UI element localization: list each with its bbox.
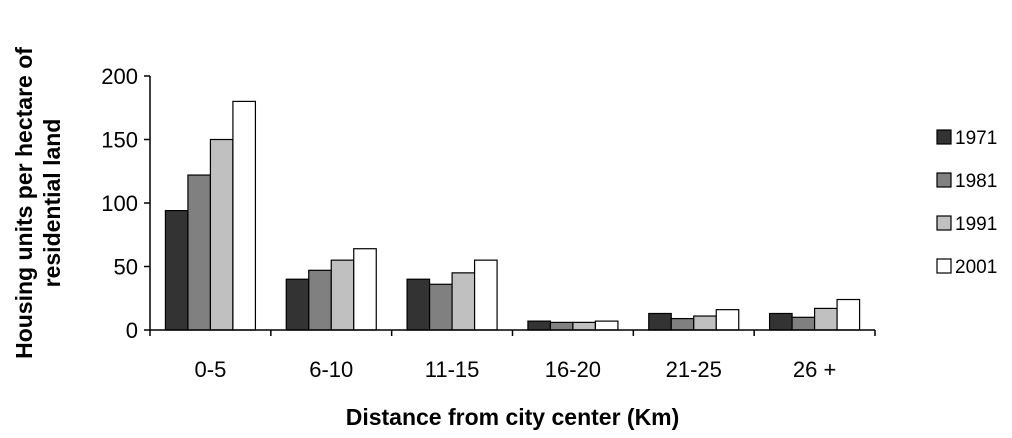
bar-1971-6-10 — [285, 278, 310, 331]
legend-swatch-1981 — [936, 172, 952, 188]
bar-1981-11-15 — [428, 283, 453, 331]
bar-1991-16-20 — [572, 321, 597, 331]
bar-1991-11-15 — [451, 272, 476, 331]
x-tick-label: 6-10 — [309, 357, 353, 382]
bar-1991-0-5 — [209, 138, 234, 331]
legend-label-2001: 2001 — [955, 257, 997, 278]
bar-2001-16-20 — [594, 320, 619, 331]
bar-2001-26+ — [836, 298, 861, 331]
bar-2001-21-25 — [715, 309, 740, 331]
bar-1991-21-25 — [693, 315, 717, 331]
bar-1991-26+ — [813, 307, 838, 331]
x-axis-ticks: 0-5 6-10 11-15 16-20 21-25 26 + — [149, 330, 876, 382]
bar-1971-11-15 — [406, 278, 431, 331]
y-tick-label: 50 — [114, 255, 138, 280]
legend-label-1981: 1981 — [955, 171, 997, 192]
x-tick-label: 0-5 — [195, 357, 227, 382]
legend-swatch-1991 — [936, 215, 952, 231]
legend-label-1971: 1971 — [955, 128, 997, 149]
bar-2001-0-5 — [232, 100, 257, 331]
legend-label-1991: 1991 — [955, 214, 997, 235]
y-axis-ticks: 0 50 100 150 200 — [101, 64, 150, 343]
y-tick-label: 0 — [126, 318, 138, 343]
legend-swatch-1971 — [936, 129, 952, 145]
bar-1971-21-25 — [648, 312, 672, 331]
x-axis-title: Distance from city center (Km) — [346, 404, 680, 430]
bar-1981-21-25 — [670, 317, 695, 331]
x-tick-label: 16-20 — [545, 357, 601, 382]
y-axis-title-line-2: residential land — [39, 119, 65, 288]
x-tick-label: 26 + — [793, 357, 836, 382]
bar-1971-26+ — [768, 312, 793, 331]
y-tick-label: 200 — [101, 64, 138, 89]
bar-1991-6-10 — [330, 259, 355, 331]
x-tick-label: 21-25 — [666, 357, 722, 382]
legend: 1971 1981 1991 2001 — [936, 128, 997, 278]
bar-1971-0-5 — [164, 210, 189, 331]
legend-swatch-2001 — [936, 258, 952, 274]
x-tick-label: 11-15 — [425, 357, 480, 382]
bars-group — [164, 100, 861, 331]
bar-2001-11-15 — [473, 259, 498, 331]
y-tick-label: 150 — [101, 128, 138, 153]
bar-1981-6-10 — [308, 269, 332, 331]
bar-1981-26+ — [791, 316, 816, 331]
bar-2001-6-10 — [353, 248, 377, 331]
y-axis-title-line-1: Housing units per hectare of — [11, 47, 37, 359]
bar-1981-16-20 — [549, 321, 574, 331]
y-tick-label: 100 — [101, 191, 138, 216]
bar-1981-0-5 — [187, 174, 212, 331]
bar-1971-16-20 — [527, 320, 552, 331]
